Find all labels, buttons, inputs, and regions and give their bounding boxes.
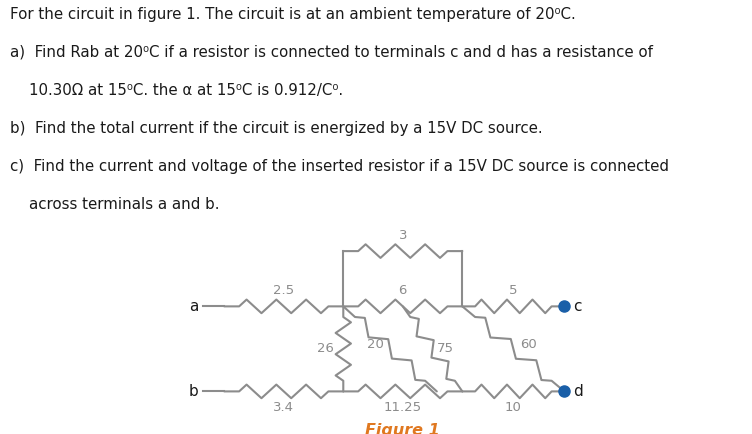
Text: c: c xyxy=(573,299,581,314)
Text: 26: 26 xyxy=(317,342,334,355)
Text: b: b xyxy=(189,384,199,399)
Text: 3.4: 3.4 xyxy=(273,401,294,414)
Text: 75: 75 xyxy=(437,342,453,355)
Text: 60: 60 xyxy=(520,338,536,351)
Text: 2.5: 2.5 xyxy=(273,284,294,297)
Text: a)  Find Rab at 20⁰C if a resistor is connected to terminals c and d has a resis: a) Find Rab at 20⁰C if a resistor is con… xyxy=(10,45,653,60)
Text: 20: 20 xyxy=(367,338,384,351)
Text: Figure 1: Figure 1 xyxy=(365,423,440,434)
Text: 11.25: 11.25 xyxy=(384,401,422,414)
Text: b)  Find the total current if the circuit is energized by a 15V DC source.: b) Find the total current if the circuit… xyxy=(10,121,542,136)
Text: 3: 3 xyxy=(399,229,407,242)
Text: across terminals a and b.: across terminals a and b. xyxy=(10,197,224,213)
Text: 6: 6 xyxy=(399,284,407,297)
Text: a: a xyxy=(190,299,199,314)
Text: For the circuit in figure 1. The circuit is at an ambient temperature of 20⁰C.: For the circuit in figure 1. The circuit… xyxy=(10,7,575,22)
Text: 10.30Ω at 15⁰C. the α at 15⁰C is 0.912/C⁰.: 10.30Ω at 15⁰C. the α at 15⁰C is 0.912/C… xyxy=(10,83,343,98)
Text: 10: 10 xyxy=(505,401,522,414)
Text: c)  Find the current and voltage of the inserted resistor if a 15V DC source is : c) Find the current and voltage of the i… xyxy=(10,159,669,174)
Text: d: d xyxy=(573,384,583,399)
Text: 5: 5 xyxy=(509,284,517,297)
